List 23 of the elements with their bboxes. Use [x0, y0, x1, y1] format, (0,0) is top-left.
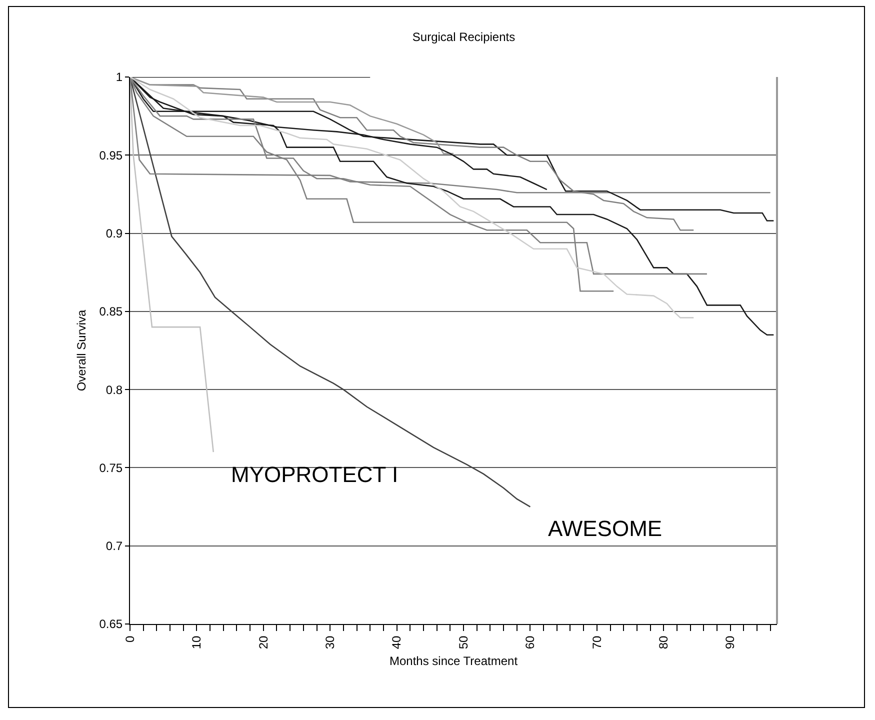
y-axis-title: Overall Surviva	[74, 309, 89, 392]
series-label: AWESOME	[548, 516, 662, 541]
x-tick-label: 80	[656, 635, 671, 650]
x-tick-label: 0	[122, 635, 137, 642]
y-tick-label: 0.8	[106, 382, 123, 397]
x-tick-label: 50	[456, 635, 470, 650]
x-tick-label: 90	[723, 635, 738, 650]
y-tick-label: 1	[116, 70, 123, 84]
x-tick-label: 10	[190, 635, 204, 650]
y-tick-label: 0.85	[99, 304, 123, 319]
y-tick-label: 0.7	[106, 539, 123, 554]
y-tick-label: 0.75	[99, 460, 123, 475]
chart-title: Surgical Recipients	[412, 30, 516, 44]
x-tick-label: 40	[390, 635, 404, 650]
x-tick-label: 60	[523, 635, 538, 650]
y-tick-label: 0.65	[99, 617, 123, 632]
y-tick-label: 0.95	[99, 148, 123, 162]
x-tick-label: 30	[323, 635, 337, 650]
x-tick-label: 20	[256, 635, 270, 650]
series-label: MYOPROTECT I	[231, 462, 398, 487]
y-tick-label: 0.9	[106, 226, 123, 240]
x-axis-title: Months since Treatment	[389, 654, 518, 668]
x-tick-label: 70	[590, 635, 604, 650]
